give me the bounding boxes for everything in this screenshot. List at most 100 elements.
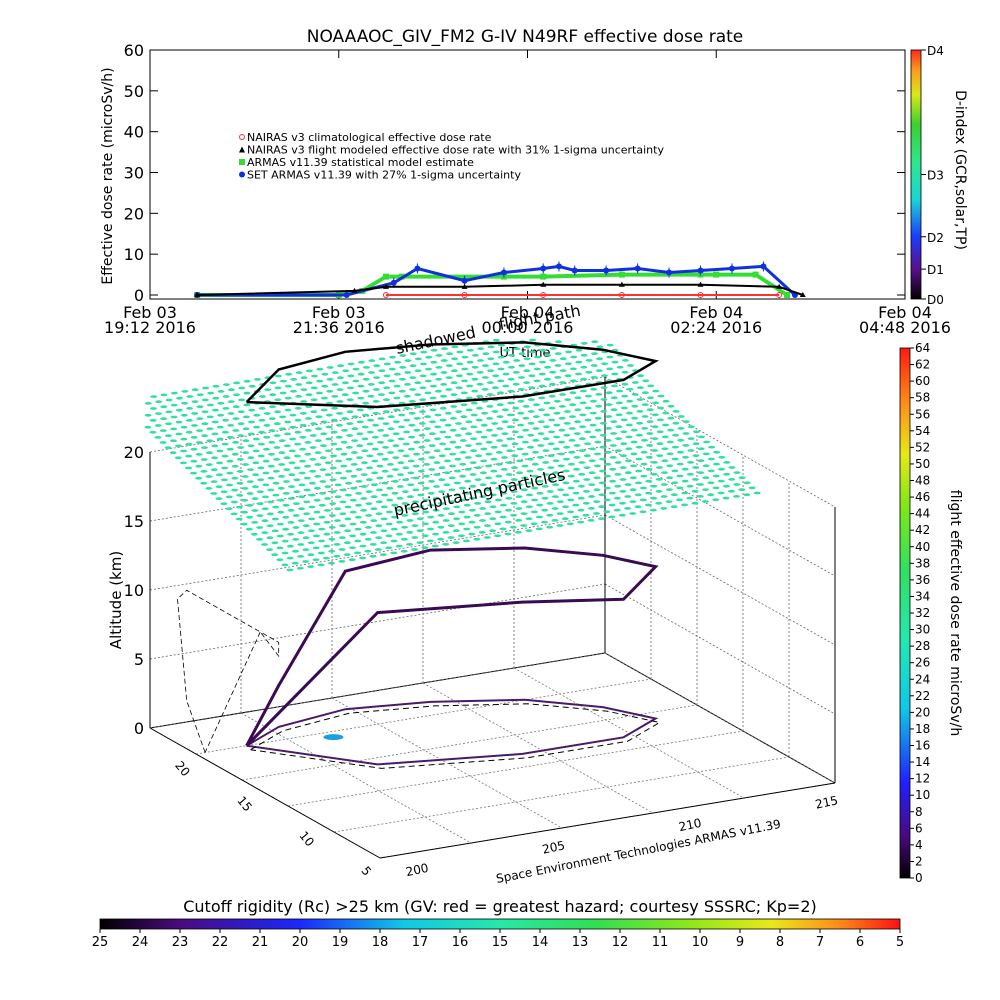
precip-particle: [434, 413, 442, 417]
timeseries-y-label: Effective dose rate (microSv/h): [100, 67, 116, 284]
precip-particle: [556, 512, 564, 515]
precip-particle: [315, 391, 323, 395]
precip-particle: [476, 406, 483, 410]
precip-particle: [408, 400, 416, 403]
precip-particle: [373, 364, 381, 368]
precip-particle: [677, 450, 684, 454]
precip-particle: [517, 423, 525, 427]
precip-particle: [516, 459, 524, 463]
precip-particle: [376, 488, 383, 492]
precip-particle: [702, 452, 710, 456]
precip-particle: [196, 393, 204, 397]
precip-particle: [672, 421, 680, 425]
precip-particle: [454, 469, 461, 473]
precip-particle: [546, 502, 554, 505]
precip-particle: [516, 435, 524, 439]
flight-cbar-tick-label: 56: [915, 407, 930, 421]
precip-particle: [620, 430, 628, 434]
precip-particle: [335, 471, 342, 475]
precip-particle: [652, 389, 660, 393]
precip-particle: [392, 420, 400, 424]
precip-particle: [662, 423, 669, 427]
precip-particle: [535, 515, 543, 519]
precip-particle: [344, 517, 352, 521]
precip-particle: [459, 474, 467, 478]
precip-particle: [360, 509, 368, 512]
precip-particle: [200, 446, 208, 449]
precip-particle: [264, 388, 272, 391]
precip-particle: [465, 432, 473, 436]
precip-particle: [346, 422, 354, 425]
precip-particle: [555, 340, 562, 344]
rigidity-tick-label: 24: [132, 935, 149, 950]
precip-particle: [241, 498, 249, 502]
precip-particle: [284, 420, 292, 424]
precip-particle: [650, 472, 658, 476]
precip-particle: [605, 427, 612, 430]
precip-particle: [620, 442, 628, 446]
precip-particle: [590, 364, 598, 367]
precip-particle: [292, 538, 300, 541]
precip-particle: [282, 503, 290, 507]
precip-particle: [625, 435, 633, 439]
precip-particle: [335, 435, 343, 439]
precip-particle: [257, 442, 265, 446]
precip-particle: [271, 541, 279, 545]
precip-particle: [707, 481, 715, 485]
precip-particle: [428, 432, 436, 436]
precip-particle: [625, 447, 633, 451]
precip-particle: [572, 479, 580, 483]
precip-particle: [428, 444, 436, 447]
precip-particle: [677, 427, 685, 430]
precip-particle: [245, 527, 253, 531]
precip-particle: [459, 451, 467, 454]
precip-particle: [360, 497, 368, 500]
precip-particle: [269, 393, 277, 397]
precip-particle: [478, 519, 486, 522]
precip-particle: [563, 457, 570, 461]
precip-particle: [553, 411, 561, 415]
precip-particle: [305, 393, 313, 397]
precip-particle: [615, 425, 623, 429]
precip-particle: [222, 407, 230, 410]
precip-particle: [401, 514, 409, 517]
precip-particle: [640, 462, 648, 466]
precip-particle: [424, 391, 432, 395]
flight-cbar-tick-label: 38: [915, 556, 930, 570]
precip-particle: [408, 423, 416, 427]
precip-particle: [378, 357, 386, 361]
precip-particle: [548, 406, 556, 410]
precip-particle: [420, 362, 427, 366]
precip-particle: [558, 405, 566, 408]
precip-particle: [574, 420, 582, 424]
precip-particle: [334, 495, 342, 499]
precip-particle: [316, 367, 324, 371]
ground-frame-edge: [379, 782, 836, 859]
precip-particle: [626, 387, 634, 391]
precip-particle: [283, 468, 291, 471]
precip-particle: [645, 467, 653, 471]
precip-particle: [266, 548, 274, 551]
precip-particle: [314, 439, 322, 442]
series-point: [784, 292, 791, 298]
precip-particle: [671, 457, 679, 461]
precip-particle: [544, 365, 552, 369]
precip-particle: [471, 377, 479, 381]
precip-particle: [511, 454, 519, 458]
precip-particle: [341, 393, 349, 397]
precip-particle: [541, 496, 549, 500]
precip-particle: [287, 509, 295, 512]
precip-particle: [351, 427, 359, 431]
precip-particle: [548, 394, 556, 398]
precip-particle: [568, 439, 576, 442]
precip-particle: [307, 529, 315, 533]
precip-particle: [190, 459, 198, 463]
precip-particle: [351, 415, 359, 419]
precip-particle: [681, 467, 689, 471]
precip-particle: [682, 420, 690, 423]
precip-particle: [489, 493, 497, 497]
precip-particle: [392, 468, 399, 471]
precip-particle: [447, 536, 455, 539]
precip-particle: [455, 410, 463, 413]
